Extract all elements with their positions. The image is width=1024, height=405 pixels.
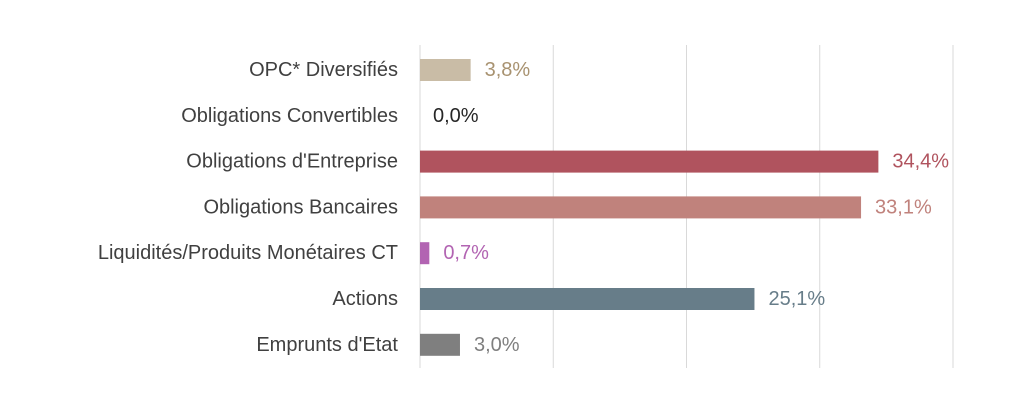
category-label: Liquidités/Produits Monétaires CT [98,242,398,264]
data-label: 3,8% [485,59,531,81]
category-label: Actions [332,288,398,310]
category-label: Emprunts d'Etat [256,334,398,356]
category-label: Obligations Convertibles [181,105,398,127]
bar [420,242,430,265]
data-labels: 3,8% 0,0% 34,4% 33,1% 0,7% 25,1% 3,0% [433,59,949,356]
category-label: OPC* Diversifiés [249,59,398,81]
bar [420,150,879,173]
data-label: 33,1% [875,196,932,218]
category-label: Obligations Bancaires [203,196,398,218]
data-label: 0,7% [443,242,489,264]
category-label: Obligations d'Entreprise [186,151,398,173]
bar [420,288,755,310]
data-label: 3,0% [474,334,520,356]
bars [420,59,879,356]
category-labels: OPC* Diversifiés Obligations Convertibles… [98,59,399,356]
bar [420,333,460,356]
bar [420,59,471,81]
data-label: 25,1% [768,288,825,310]
data-label: 34,4% [892,151,949,173]
bar [420,196,862,219]
data-label: 0,0% [433,105,479,127]
